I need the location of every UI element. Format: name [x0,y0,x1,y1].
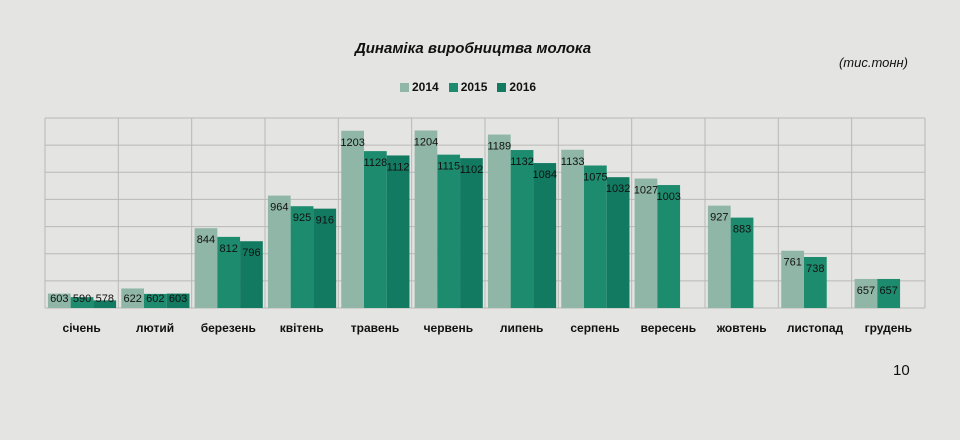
bar-2014-жовтень [707,205,731,308]
data-label: 1115 [437,161,460,173]
bar-2015-грудень [877,278,901,308]
legend-label: 2015 [460,80,488,94]
bar-2015-квітень [290,206,314,308]
data-label: 1027 [634,185,658,197]
unit-label: (тис.тонн) [838,55,908,70]
data-label: 761 [783,257,801,269]
bar-2015-жовтень [730,217,754,308]
data-label: 925 [293,212,311,224]
x-tick-label: травень [351,321,399,335]
bar-2016-січень [93,300,117,308]
x-tick-label: жовтень [716,321,767,335]
data-label: 1032 [606,183,630,195]
x-tick-label: лютий [136,321,174,335]
data-label: 1075 [583,172,607,184]
data-label: 916 [316,215,334,227]
bar-2014-червень [414,130,438,308]
bar-2014-травень [341,130,364,308]
x-tick-label: січень [63,321,101,335]
bar-2014-листопад [781,250,804,308]
legend-item-2014: 2014 [400,80,439,94]
legend-label: 2014 [412,80,439,94]
data-label: 657 [880,285,898,297]
data-label: 602 [146,293,164,305]
bar-2015-травень [364,151,387,308]
bar-2014-лютий [121,288,144,308]
bar-2015-березень [217,236,241,308]
bar-2014-грудень [854,278,878,308]
x-tick-label: квітень [280,321,324,335]
data-label: 964 [270,202,288,214]
legend-label: 2016 [509,80,537,94]
data-label: 796 [242,247,260,259]
data-label: 603 [169,293,187,305]
x-tick-label: грудень [865,321,912,335]
data-label: 883 [733,224,751,236]
data-label: 1203 [340,137,364,149]
bar-2015-вересень [657,185,681,308]
bar-2014-серпень [561,149,584,308]
bar-2016-червень [460,158,483,308]
legend: 2014 2015 2016 [400,80,536,94]
legend-item-2015: 2015 [448,80,488,94]
data-label: 603 [50,293,68,305]
x-tick-label: серпень [570,321,619,335]
chart-title: Динаміка виробництва молока [354,40,592,57]
legend-swatch [448,82,458,92]
data-label: 1189 [487,141,511,153]
legend-item-2016: 2016 [497,80,536,94]
data-label: 1102 [460,164,484,176]
bar-2016-квітень [313,208,337,308]
bar-2014-березень [194,228,218,308]
data-label: 1112 [387,161,410,173]
bar-2015-липень [510,150,534,308]
data-label: 1084 [533,169,557,181]
data-label: 1133 [561,156,585,168]
bar-2014-квітень [267,195,291,308]
x-tick-label: липень [500,321,544,335]
bar-2014-вересень [634,178,658,308]
x-tick-label: листопад [787,321,844,335]
data-label: 578 [96,293,114,305]
page-number: 10 [893,362,910,379]
data-label: 657 [857,285,875,297]
data-label: 1128 [364,157,388,169]
legend-swatch [400,82,409,92]
legend-swatch [497,82,507,92]
x-tick-label: березень [201,321,256,335]
bar-2015-червень [437,154,461,308]
data-label: 590 [73,293,91,305]
bar-2016-травень [386,155,410,308]
bar-2015-листопад [804,256,827,308]
bar-2015-січень [70,297,94,308]
bar-2016-серпень [606,177,630,308]
data-label: 812 [220,243,238,255]
bar-2016-липень [533,163,557,308]
data-label: 1204 [414,136,438,148]
bar-2016-лютий [166,293,190,308]
x-tick-label: вересень [640,321,696,335]
bar-2014-січень [47,293,71,308]
data-label: 1003 [656,191,680,203]
x-tick-label: червень [424,321,474,335]
bar-2015-лютий [144,293,167,308]
bar-2014-липень [487,134,511,308]
bar-2016-березень [240,241,263,308]
data-label: 738 [806,263,824,275]
data-label: 622 [123,293,141,305]
data-label: 844 [197,234,215,246]
data-label: 927 [710,212,728,224]
bar-2015-серпень [584,165,607,308]
data-label: 1132 [510,156,534,168]
